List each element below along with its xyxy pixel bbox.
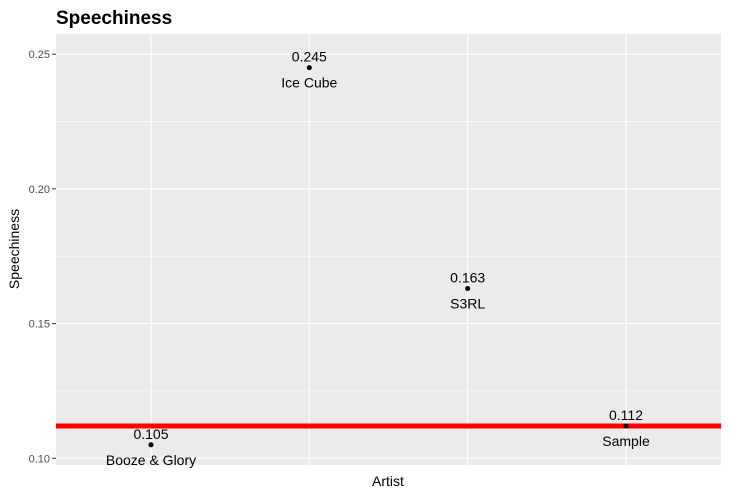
data-point — [465, 286, 471, 292]
value-label: 0.105 — [133, 426, 168, 442]
data-point — [148, 442, 154, 448]
major-gridlines — [56, 34, 721, 465]
data-point — [623, 423, 629, 429]
value-label: 0.163 — [450, 270, 485, 286]
y-tick-label: 0.10 — [29, 453, 50, 465]
y-axis-title: Speechiness — [6, 209, 22, 289]
data-points: 0.105 Booze & Glory 0.245 Ice Cube 0.163 S3RL… — [106, 49, 650, 468]
data-point — [306, 65, 312, 71]
y-tick-label: 0.20 — [29, 184, 50, 196]
plot-panel — [56, 34, 721, 465]
value-label: 0.112 — [609, 407, 643, 423]
artist-label: Ice Cube — [281, 75, 337, 91]
artist-label: S3RL — [450, 296, 485, 312]
minor-gridlines — [56, 121, 721, 392]
x-axis-title: Artist — [372, 473, 404, 489]
chart-title: Speechiness — [56, 8, 172, 29]
value-label: 0.245 — [292, 49, 327, 65]
y-tick-label: 0.25 — [29, 49, 50, 61]
artist-label: Booze & Glory — [106, 452, 196, 468]
y-tick-label: 0.15 — [29, 319, 50, 331]
artist-label: Sample — [602, 433, 650, 449]
y-axis-ticks: 0.10 0.15 0.20 0.25 — [29, 49, 56, 465]
